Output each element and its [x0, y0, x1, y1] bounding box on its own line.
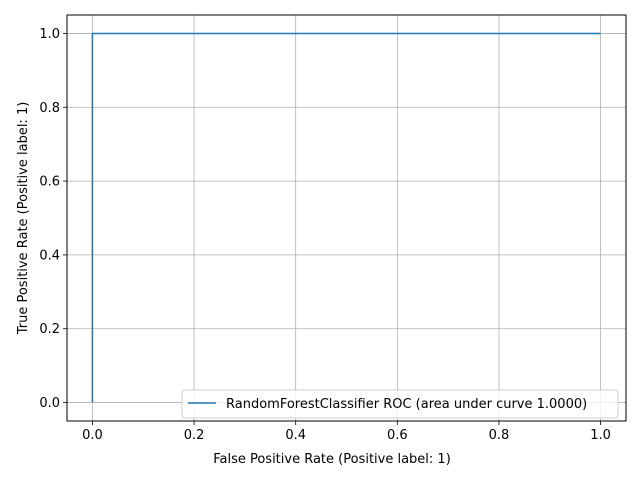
- y-axis-label: True Positive Rate (Positive label: 1): [16, 102, 31, 336]
- y-tick-label: 1.0: [39, 27, 60, 42]
- y-tick-label: 0.2: [39, 322, 60, 337]
- x-tick-label: 0.2: [184, 428, 205, 443]
- x-tick-label: 0.6: [387, 428, 408, 443]
- y-tick-label: 0.0: [39, 396, 60, 411]
- x-axis-label: False Positive Rate (Positive label: 1): [213, 452, 451, 467]
- y-tick-label: 0.6: [39, 175, 60, 190]
- series-layer: [91, 32, 601, 403]
- x-tick-label: 0.4: [285, 428, 306, 443]
- legend-label: RandomForestClassifier ROC (area under c…: [226, 397, 587, 412]
- ticks: 0.0 0.2 0.4 0.6 0.8 1.0 0.0 0.2 0.4 0.6 0.8 1.0: [39, 27, 611, 443]
- legend-box: [181, 389, 619, 419]
- y-tick-label: 0.8: [39, 101, 60, 116]
- grid: [67, 15, 626, 421]
- y-tick-label: 0.4: [39, 248, 60, 263]
- legend: RandomForestClassifier ROC (area under c…: [181, 389, 619, 419]
- x-tick-label: 1.0: [590, 428, 611, 443]
- x-tick-label: 0.0: [82, 428, 103, 443]
- plot-frame: [66, 14, 627, 422]
- x-tick-label: 0.8: [489, 428, 510, 443]
- roc-curve-line: [91, 32, 601, 403]
